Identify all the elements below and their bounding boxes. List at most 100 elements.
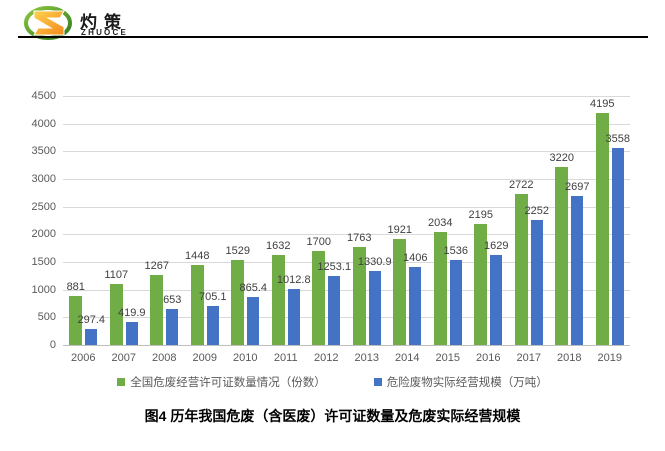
bar-green-2012 [312, 250, 326, 345]
bar-label-blue-2012: 1253.1 [317, 260, 352, 273]
logo-text: 灼策 [80, 13, 128, 32]
grid-line [63, 96, 630, 97]
x-tick-label-2013: 2013 [354, 352, 379, 364]
bar-label-green-2010: 1529 [225, 245, 250, 258]
bar-blue-2013 [368, 271, 381, 345]
bar-label-green-2012: 1700 [306, 235, 331, 248]
bar-label-blue-2008: 653 [163, 293, 182, 306]
bar-blue-2016 [490, 254, 503, 345]
bar-label-blue-2017: 2252 [524, 205, 549, 218]
grid-line [63, 206, 630, 208]
bar-green-2007 [109, 283, 123, 345]
bar-label-green-2014: 1921 [387, 223, 412, 236]
bar-blue-2008 [166, 308, 179, 345]
bar-blue-2014 [409, 267, 422, 345]
y-tick-label: 4500 [31, 90, 56, 102]
bar-label-blue-2019: 3558 [605, 133, 630, 146]
bar-label-blue-2014: 1406 [403, 252, 428, 265]
bar-green-2014 [393, 238, 407, 345]
bar-label-green-2013: 1763 [347, 232, 372, 245]
grid-line [63, 123, 630, 125]
bar-label-blue-2009: 705.1 [198, 290, 227, 303]
x-tick-label-2006: 2006 [71, 352, 96, 364]
x-tick-label-2010: 2010 [233, 352, 258, 364]
bar-blue-2006 [85, 328, 98, 345]
legend-label-scale: 危险废物实际经营规模（万吨） [386, 377, 548, 389]
y-tick-label: 3500 [31, 145, 56, 158]
bar-label-green-2009: 1448 [185, 249, 210, 262]
bar-green-2015 [433, 232, 447, 345]
bar-blue-2018 [571, 195, 584, 345]
figure-caption: 图4 历年我国危废（含医废）许可证数量及危废实际经营规模 [144, 408, 521, 424]
grid-line [63, 262, 630, 263]
legend-item-licenses: 全国危废经营许可证数量情况（份数） [117, 374, 326, 390]
legend-item-scale: 危险废物实际经营规模（万吨） [373, 374, 548, 390]
bar-label-blue-2016: 1629 [484, 239, 509, 252]
x-tick-label-2016: 2016 [476, 352, 501, 364]
bar-label-blue-2013: 1330.9 [357, 256, 392, 269]
bar-label-blue-2007: 419.9 [117, 306, 146, 319]
bar-label-blue-2006: 297.4 [77, 313, 106, 326]
chart-legend: 全国危废经营许可证数量情况（份数） 危险废物实际经营规模（万吨） [0, 374, 665, 390]
bar-blue-2019 [611, 148, 624, 345]
bar-green-2006 [69, 296, 83, 345]
company-logo: 灼策 ZHUOCE [24, 4, 224, 46]
bar-green-2008 [150, 274, 164, 345]
x-tick-label-2017: 2017 [516, 352, 541, 364]
bar-green-2018 [555, 166, 569, 345]
x-tick-label-2009: 2009 [192, 352, 217, 364]
y-tick-label: 0 [49, 339, 56, 351]
bar-blue-2015 [449, 260, 462, 345]
bar-label-green-2018: 3220 [549, 151, 574, 164]
y-tick-label: 2500 [31, 200, 56, 213]
bar-label-green-2008: 1267 [144, 259, 169, 272]
y-tick-label: 2000 [31, 228, 56, 241]
grid-line [63, 234, 630, 236]
logo-subtext: ZHUOCE [81, 28, 128, 37]
legend-label-licenses: 全国危废经营许可证数量情况（份数） [130, 377, 326, 389]
bar-label-green-2006: 881 [66, 281, 85, 294]
y-tick-label: 500 [37, 311, 56, 324]
bar-green-2010 [231, 260, 245, 345]
grid-line [63, 151, 630, 153]
logo-z-icon [24, 6, 72, 40]
grid-line [63, 179, 630, 180]
bar-green-2011 [271, 254, 285, 345]
grid-line [63, 345, 630, 346]
bar-label-blue-2018: 2697 [565, 180, 590, 193]
x-tick-label-2008: 2008 [152, 352, 177, 364]
bar-label-green-2017: 2722 [509, 179, 534, 192]
y-tick-label: 4000 [31, 117, 56, 130]
bar-blue-2012 [328, 275, 341, 345]
bar-green-2013 [352, 247, 366, 345]
x-tick-label-2015: 2015 [435, 352, 460, 364]
bar-label-green-2011: 1632 [266, 239, 291, 252]
header-divider [18, 36, 648, 38]
bar-label-blue-2011: 1012.8 [276, 273, 311, 286]
bar-blue-2010 [247, 297, 260, 345]
bar-green-2016 [474, 223, 488, 345]
bar-blue-2017 [530, 220, 543, 345]
bar-green-2019 [595, 112, 609, 345]
bar-label-blue-2015: 1536 [443, 245, 468, 257]
y-tick-label: 1500 [31, 256, 56, 268]
x-tick-label-2012: 2012 [314, 352, 339, 364]
legend-swatch-green [117, 378, 126, 386]
bar-label-green-2015: 2034 [428, 217, 453, 230]
bar-green-2009 [190, 264, 204, 345]
bar-blue-2011 [287, 288, 300, 345]
bar-label-green-2019: 4195 [590, 97, 615, 110]
x-tick-label-2011: 2011 [273, 352, 298, 364]
x-tick-label-2014: 2014 [395, 352, 420, 364]
bar-label-blue-2010: 865.4 [239, 282, 268, 295]
bar-label-green-2016: 2195 [468, 208, 493, 221]
legend-swatch-blue [373, 378, 382, 386]
x-tick-label-2007: 2007 [111, 352, 136, 364]
bar-green-2017 [514, 194, 528, 345]
grid-line [63, 317, 630, 319]
x-tick-label-2018: 2018 [557, 352, 582, 364]
y-tick-label: 1000 [31, 283, 56, 296]
bar-blue-2007 [125, 321, 138, 345]
